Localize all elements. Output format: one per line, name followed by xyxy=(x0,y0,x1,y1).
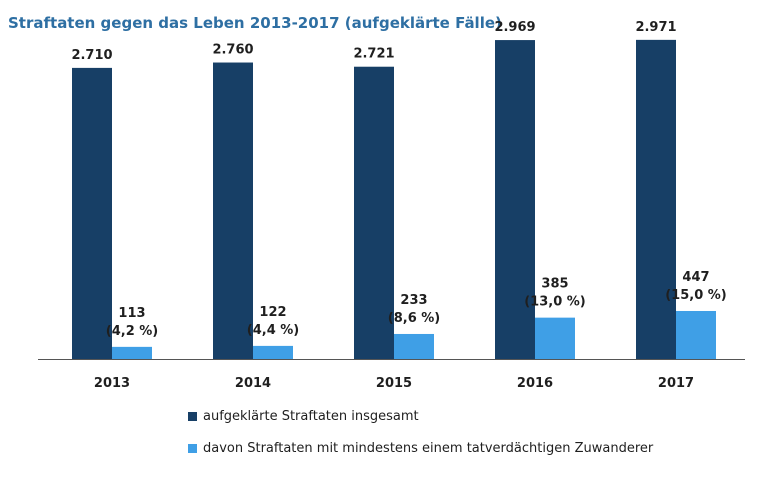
x-tick-label-2015: 2015 xyxy=(376,376,412,391)
bar-total-2017 xyxy=(636,39,676,360)
x-tick-label-2016: 2016 xyxy=(517,376,553,391)
x-tick-label-2014: 2014 xyxy=(235,376,271,391)
bar-migrant-2016 xyxy=(535,317,575,359)
legend-label-migrant: davon Straftaten mit mindestens einem ta… xyxy=(203,440,654,456)
legend-swatch-migrant xyxy=(188,443,197,453)
data-label-migrant-2016: 385 xyxy=(541,277,568,292)
chart-title: Straftaten gegen das Leben 2013-2017 (au… xyxy=(8,14,502,32)
data-label-total-2016: 2.969 xyxy=(494,20,535,35)
bar-migrant-2014 xyxy=(253,345,293,359)
data-label-migrant-2014: 122 xyxy=(259,305,286,320)
bar-migrant-2015 xyxy=(394,333,434,359)
bar-total-2015 xyxy=(354,66,394,359)
data-label-migrant-percent-2016: (13,0 %) xyxy=(524,295,586,310)
legend-label-total: aufgeklärte Straftaten insgesamt xyxy=(203,408,419,424)
legend-swatch-total xyxy=(188,411,197,421)
data-label-migrant-percent-2014: (4,4 %) xyxy=(247,323,299,338)
bar-migrant-2013 xyxy=(112,346,152,359)
legend-item-total: aufgeklärte Straftaten insgesamt xyxy=(188,406,653,426)
data-label-total-2015: 2.721 xyxy=(353,47,394,62)
data-label-migrant-percent-2013: (4,2 %) xyxy=(106,324,158,339)
data-label-migrant-percent-2015: (8,6 %) xyxy=(388,311,440,326)
data-label-migrant-2015: 233 xyxy=(400,293,427,308)
data-label-migrant-percent-2017: (15,0 %) xyxy=(665,288,727,303)
data-label-total-2014: 2.760 xyxy=(212,43,253,58)
data-label-migrant-2017: 447 xyxy=(682,270,709,285)
data-label-total-2013: 2.710 xyxy=(71,48,112,63)
bar-total-2016 xyxy=(495,40,535,360)
legend: aufgeklärte Straftaten insgesamt davon S… xyxy=(188,406,653,470)
x-tick-label-2017: 2017 xyxy=(658,376,694,391)
data-label-total-2017: 2.971 xyxy=(635,20,676,35)
legend-item-migrant: davon Straftaten mit mindestens einem ta… xyxy=(188,438,653,458)
bar-total-2014 xyxy=(213,62,253,359)
bar-migrant-2017 xyxy=(676,310,716,359)
data-label-migrant-2013: 113 xyxy=(118,306,145,321)
x-tick-label-2013: 2013 xyxy=(94,376,130,391)
bar-total-2013 xyxy=(72,67,112,359)
